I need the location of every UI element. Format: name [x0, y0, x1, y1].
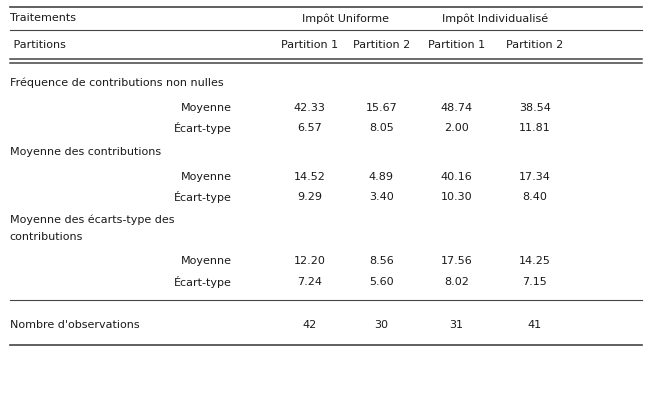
Text: 2.00: 2.00: [444, 124, 469, 133]
Text: Écart-type: Écart-type: [173, 191, 231, 203]
Text: Partition 1: Partition 1: [281, 40, 338, 50]
Text: 17.56: 17.56: [441, 257, 472, 266]
Text: Partition 2: Partition 2: [353, 40, 410, 50]
Text: 7.24: 7.24: [297, 277, 322, 286]
Text: 31: 31: [449, 320, 464, 330]
Text: 42: 42: [303, 320, 317, 330]
Text: Fréquence de contributions non nulles: Fréquence de contributions non nulles: [10, 78, 224, 88]
Text: contributions: contributions: [10, 232, 83, 242]
Text: 6.57: 6.57: [297, 124, 322, 133]
Text: 7.15: 7.15: [522, 277, 547, 286]
Text: 17.34: 17.34: [519, 172, 550, 182]
Text: 12.20: 12.20: [294, 257, 325, 266]
Text: Traitements: Traitements: [10, 14, 76, 23]
Text: Partition 2: Partition 2: [506, 40, 563, 50]
Text: 41: 41: [527, 320, 542, 330]
Text: Impôt Individualisé: Impôt Individualisé: [443, 13, 548, 24]
Text: 9.29: 9.29: [297, 192, 322, 202]
Text: Moyenne: Moyenne: [181, 172, 231, 182]
Text: Moyenne des contributions: Moyenne des contributions: [10, 147, 161, 157]
Text: 15.67: 15.67: [366, 103, 397, 113]
Text: 14.52: 14.52: [294, 172, 325, 182]
Text: Écart-type: Écart-type: [173, 275, 231, 288]
Text: 10.30: 10.30: [441, 192, 472, 202]
Text: 40.16: 40.16: [441, 172, 472, 182]
Text: Écart-type: Écart-type: [173, 122, 231, 134]
Text: Nombre d'observations: Nombre d'observations: [10, 320, 140, 330]
Text: 48.74: 48.74: [440, 103, 473, 113]
Text: Moyenne: Moyenne: [181, 103, 231, 113]
Text: 8.56: 8.56: [369, 257, 394, 266]
Text: 11.81: 11.81: [519, 124, 550, 133]
Text: Partition 1: Partition 1: [428, 40, 485, 50]
Text: Moyenne: Moyenne: [181, 257, 231, 266]
Text: Impôt Uniforme: Impôt Uniforme: [302, 13, 389, 24]
Text: 14.25: 14.25: [519, 257, 550, 266]
Text: 38.54: 38.54: [519, 103, 550, 113]
Text: 5.60: 5.60: [369, 277, 394, 286]
Text: 3.40: 3.40: [369, 192, 394, 202]
Text: 42.33: 42.33: [294, 103, 325, 113]
Text: Moyenne des écarts-type des: Moyenne des écarts-type des: [10, 215, 174, 225]
Text: 8.05: 8.05: [369, 124, 394, 133]
Text: 8.02: 8.02: [444, 277, 469, 286]
Text: 8.40: 8.40: [522, 192, 547, 202]
Text: 30: 30: [374, 320, 389, 330]
Text: Partitions: Partitions: [10, 40, 66, 50]
Text: 4.89: 4.89: [369, 172, 394, 182]
